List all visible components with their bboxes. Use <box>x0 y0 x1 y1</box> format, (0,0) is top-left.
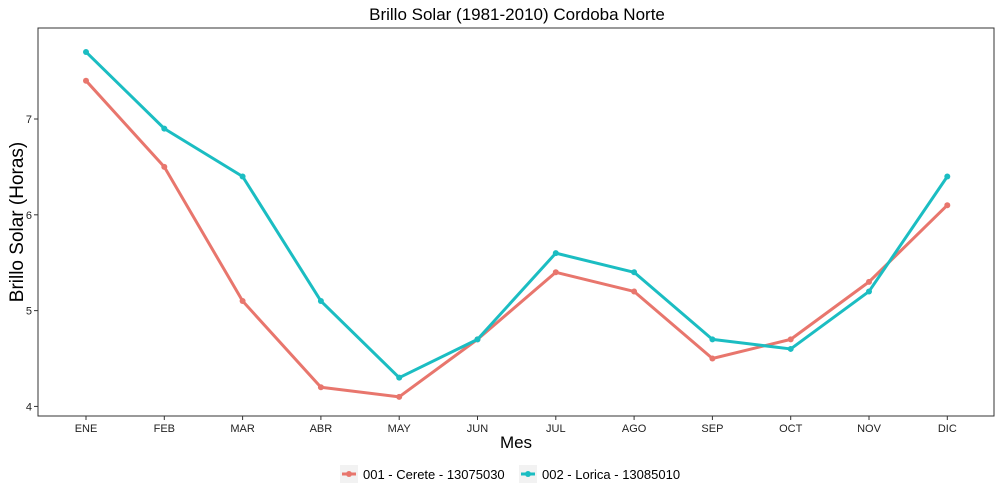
y-tick-label: 6 <box>26 210 32 222</box>
series-1-point <box>396 393 403 400</box>
series-2-point <box>866 288 872 295</box>
plot-panel <box>37 27 995 417</box>
x-tick-label: MAR <box>230 423 255 435</box>
series-2-point <box>317 298 324 305</box>
x-tick-label: DIC <box>938 423 957 435</box>
series-1-point <box>83 77 89 84</box>
series-2-point <box>239 173 246 180</box>
x-tick-label: FEB <box>154 423 175 435</box>
legend-key-point <box>525 471 531 477</box>
legend-label-2: 002 - Lorica - 13085010 <box>542 467 680 482</box>
x-tick-label: MAY <box>388 423 412 435</box>
x-tick-label: JUN <box>467 423 488 435</box>
y-tick-label: 4 <box>26 401 32 413</box>
x-tick-label: ABR <box>310 423 333 435</box>
series-2-point <box>787 345 794 352</box>
x-tick-label: AGO <box>622 423 647 435</box>
series-2-point <box>552 250 559 257</box>
legend-key-point <box>346 471 352 477</box>
series-1-point <box>239 298 246 305</box>
series-1-point <box>944 202 951 209</box>
y-tick-label: 5 <box>26 306 32 318</box>
series-1-point <box>866 278 872 285</box>
y-tick-label: 7 <box>26 114 32 126</box>
series-2-point <box>474 336 481 343</box>
x-tick-label: NOV <box>857 423 882 435</box>
x-tick-label: OCT <box>779 423 803 435</box>
series-1-point <box>787 336 794 343</box>
y-axis-ticks: 4 5 6 7 <box>26 114 38 413</box>
series-line-1 <box>84 79 949 399</box>
series-lines <box>83 48 951 400</box>
series-1-point <box>631 288 638 295</box>
series-2-point <box>161 125 168 132</box>
x-tick-label: ENE <box>75 423 98 435</box>
chart-title: Brillo Solar (1981-2010) Cordoba Norte <box>369 5 665 24</box>
series-2-point <box>944 173 951 180</box>
x-tick-label: JUL <box>546 423 566 435</box>
series-1-point <box>161 163 168 170</box>
legend-label-1: 001 - Cerete - 13075030 <box>363 467 505 482</box>
y-axis-label: Brillo Solar (Horas) <box>7 142 28 302</box>
series-1-point <box>709 355 716 362</box>
x-axis-label: Mes <box>500 433 532 452</box>
x-axis-ticks: ENE FEB MAR ABR MAY JUN JUL AGO SEP OCT NOV DIC <box>75 416 957 435</box>
series-1-point <box>317 384 324 391</box>
series-1-point <box>552 269 559 276</box>
series-2-point <box>396 374 403 381</box>
legend: 001 - Cerete - 13075030 002 - Lorica - 13… <box>340 465 680 483</box>
x-tick-label: SEP <box>701 423 723 435</box>
series-2-point <box>709 336 716 343</box>
series-2-point <box>631 269 638 276</box>
series-2-point <box>83 48 89 55</box>
series-line-2 <box>84 50 949 380</box>
